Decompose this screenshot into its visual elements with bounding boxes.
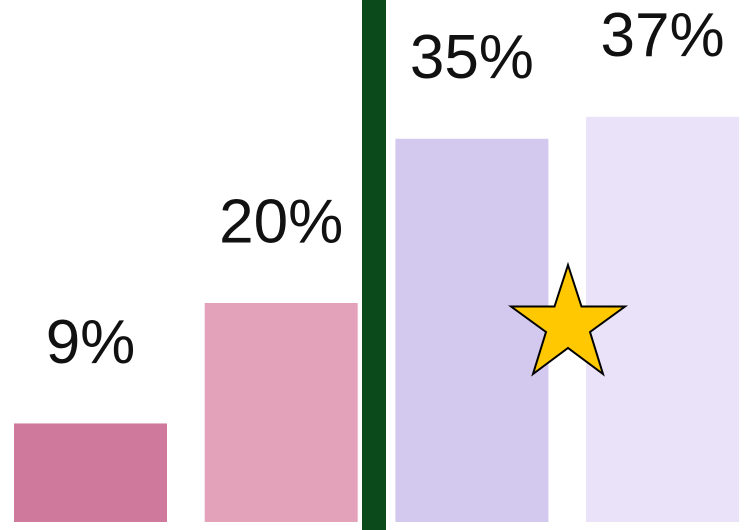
bar [14,423,167,522]
value-label: 35% [410,23,534,92]
bars: 9% 20% 35% 37% [14,1,740,522]
value-label: 20% [219,187,343,256]
star [507,261,629,377]
bar [204,303,358,522]
value-label: 9% [46,308,136,377]
bar [586,116,740,522]
value-label: 37% [601,1,725,70]
bar [395,138,549,522]
divider [362,0,386,530]
